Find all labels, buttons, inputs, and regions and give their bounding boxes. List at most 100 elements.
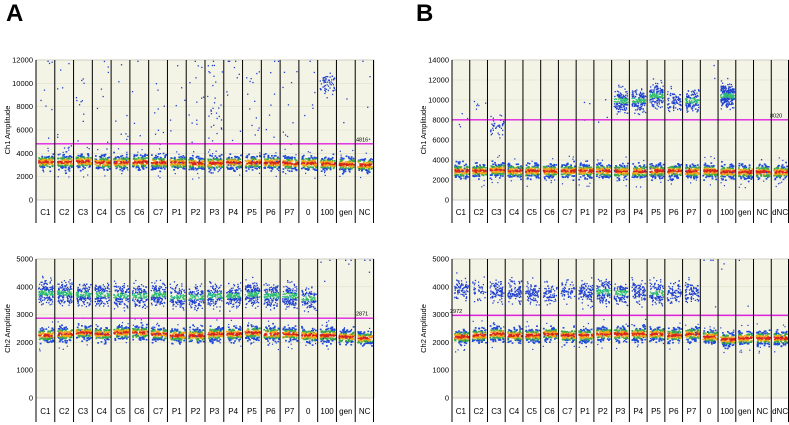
- droplet: [341, 159, 344, 161]
- droplet: [265, 162, 267, 164]
- droplet: [213, 102, 216, 104]
- droplet: [163, 339, 165, 342]
- droplet: [104, 175, 106, 177]
- droplet: [347, 156, 350, 158]
- droplet: [101, 154, 104, 157]
- droplet: [119, 326, 122, 328]
- droplet: [47, 339, 50, 341]
- droplet: [51, 61, 53, 63]
- droplet: [59, 335, 62, 338]
- droplet: [360, 158, 362, 161]
- droplet: [144, 157, 146, 159]
- droplet: [190, 339, 192, 341]
- droplet: [107, 336, 109, 338]
- droplet: [43, 289, 46, 292]
- droplet: [184, 295, 186, 297]
- droplet: [321, 158, 324, 161]
- droplet: [236, 77, 238, 79]
- droplet: [136, 335, 139, 337]
- droplet: [199, 331, 202, 334]
- droplet: [202, 296, 204, 298]
- droplet: [188, 334, 191, 337]
- droplet: [157, 129, 160, 131]
- well-label: C6: [134, 208, 145, 217]
- droplet: [108, 329, 111, 331]
- droplet: [200, 334, 203, 337]
- droplet: [78, 294, 80, 296]
- droplet: [155, 167, 158, 170]
- droplet: [118, 290, 120, 292]
- droplet: [63, 302, 65, 304]
- droplet: [176, 328, 179, 331]
- droplet: [176, 296, 178, 299]
- droplet: [329, 76, 331, 78]
- droplet: [156, 330, 159, 333]
- droplet: [58, 329, 61, 331]
- droplet: [101, 332, 103, 334]
- droplet: [138, 162, 141, 164]
- droplet: [323, 166, 326, 169]
- droplet: [64, 169, 67, 172]
- droplet: [231, 139, 234, 142]
- droplet: [216, 156, 218, 159]
- droplet: [59, 286, 61, 288]
- droplet: [210, 162, 212, 165]
- droplet: [155, 164, 157, 167]
- droplet: [239, 130, 242, 132]
- droplet: [138, 290, 140, 292]
- droplet: [135, 167, 137, 169]
- droplet: [120, 166, 123, 168]
- droplet: [77, 299, 79, 301]
- droplet: [142, 293, 144, 296]
- droplet: [301, 155, 304, 158]
- droplet: [169, 298, 172, 300]
- droplet: [252, 81, 254, 84]
- droplet: [64, 300, 66, 303]
- droplet: [359, 164, 362, 167]
- droplet: [68, 63, 70, 65]
- droplet: [65, 337, 67, 340]
- droplet: [47, 299, 49, 301]
- droplet: [47, 330, 50, 332]
- droplet: [90, 300, 92, 302]
- droplet: [322, 77, 324, 79]
- droplet: [116, 159, 119, 161]
- droplet: [45, 289, 47, 291]
- droplet: [121, 292, 123, 294]
- droplet: [121, 288, 123, 290]
- droplet: [198, 331, 200, 333]
- droplet: [268, 160, 271, 162]
- droplet: [107, 297, 109, 299]
- droplet: [83, 334, 85, 336]
- droplet: [229, 159, 232, 161]
- droplet: [76, 296, 78, 298]
- droplet: [198, 177, 200, 179]
- droplet: [41, 327, 44, 329]
- droplet: [176, 297, 178, 299]
- droplet: [251, 166, 254, 169]
- droplet: [125, 153, 128, 156]
- droplet: [326, 166, 329, 169]
- droplet: [63, 328, 66, 330]
- droplet: [231, 163, 234, 166]
- droplet: [188, 332, 191, 334]
- droplet: [97, 297, 99, 299]
- droplet: [84, 296, 87, 298]
- droplet: [213, 75, 215, 77]
- droplet: [227, 164, 229, 166]
- droplet: [179, 160, 182, 163]
- droplet: [132, 338, 135, 341]
- droplet: [121, 173, 123, 175]
- droplet: [212, 153, 214, 155]
- droplet: [69, 279, 71, 281]
- droplet: [114, 339, 117, 341]
- droplet: [77, 332, 80, 334]
- droplet: [65, 287, 67, 290]
- droplet: [49, 170, 52, 173]
- droplet: [80, 293, 82, 296]
- droplet: [83, 302, 85, 304]
- droplet: [180, 160, 183, 162]
- droplet: [77, 323, 80, 325]
- droplet: [189, 329, 191, 331]
- droplet: [285, 162, 288, 165]
